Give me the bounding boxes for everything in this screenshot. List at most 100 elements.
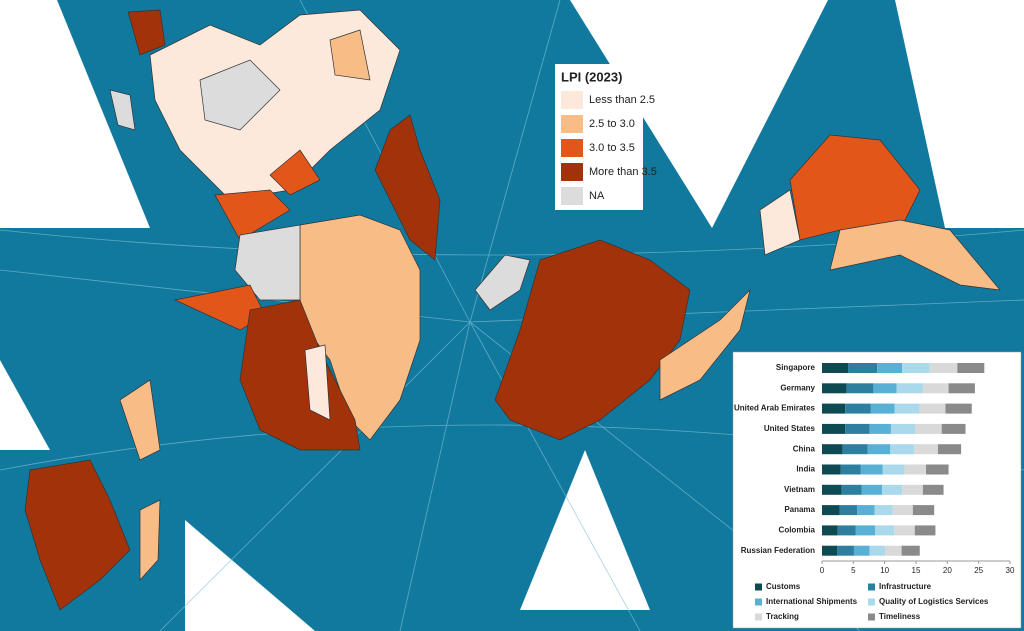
bar-segment xyxy=(877,363,903,373)
legend-box xyxy=(555,64,643,210)
bar-segment xyxy=(892,505,913,516)
legend-swatch xyxy=(755,613,762,621)
bar-segment xyxy=(837,525,856,536)
bar-segment xyxy=(822,484,842,495)
land xyxy=(24,9,1001,611)
bar-segment xyxy=(894,525,915,536)
legend-label: 2.5 to 3.0 xyxy=(589,118,635,130)
legend-swatch xyxy=(561,115,583,133)
region xyxy=(269,149,321,196)
y-tick-label: Vietnam xyxy=(784,485,815,494)
legend-title: LPI (2023) xyxy=(561,69,622,84)
x-tick-label: 10 xyxy=(880,566,889,575)
legend-label: Infrastructure xyxy=(879,582,932,591)
bar-segment xyxy=(869,545,886,556)
legend-label: Less than 2.5 xyxy=(589,94,655,106)
bar-segment xyxy=(869,423,891,434)
legend-label: Timeliness xyxy=(879,612,921,621)
region xyxy=(127,9,166,56)
legend-swatch xyxy=(561,187,583,205)
y-tick-label: India xyxy=(796,465,815,474)
bar-segment xyxy=(948,383,975,394)
legend-swatch xyxy=(868,583,875,591)
bar-segment xyxy=(848,363,878,373)
bar-segment xyxy=(870,403,895,414)
bar-segment xyxy=(842,444,868,455)
bar-segment xyxy=(837,545,854,556)
bar-segment xyxy=(926,464,949,475)
bar-segment xyxy=(861,484,883,495)
legend-label: More than 3.5 xyxy=(589,166,657,178)
y-tick-label: Russian Federation xyxy=(741,546,815,555)
legend-swatch xyxy=(868,598,875,606)
region xyxy=(494,239,691,441)
region xyxy=(214,189,291,241)
bar-segment xyxy=(904,464,927,475)
bar-segment xyxy=(822,545,838,556)
legend-label: Customs xyxy=(766,582,801,591)
x-tick-label: 30 xyxy=(1006,566,1015,575)
x-tick-label: 25 xyxy=(974,566,983,575)
legend-label: Quality of Logistics Services xyxy=(879,597,989,606)
bar-segment xyxy=(845,403,871,414)
bar-segment xyxy=(914,444,938,455)
bar-segment xyxy=(890,423,916,434)
y-tick-label: Panama xyxy=(784,505,815,514)
bar-segment xyxy=(945,403,972,414)
region xyxy=(329,29,371,81)
region xyxy=(759,189,801,256)
legend-label: 3.0 to 3.5 xyxy=(589,142,635,154)
legend-swatch xyxy=(561,139,583,157)
bar-segment xyxy=(922,484,944,495)
legend-label: Tracking xyxy=(766,612,799,621)
bar-segment xyxy=(867,444,891,455)
legend-swatch xyxy=(561,91,583,109)
legend-swatch xyxy=(561,163,583,181)
bar-segment xyxy=(846,383,874,394)
bar-segment xyxy=(894,403,920,414)
bar-segment xyxy=(822,464,841,475)
bar-segment xyxy=(822,403,846,414)
y-tick-label: Germany xyxy=(780,383,815,392)
legend-label: NA xyxy=(589,190,605,202)
bar-segment xyxy=(890,444,915,455)
bar-segment xyxy=(915,423,942,434)
legend: LPI (2023) Less than 2.5 2.5 to 3.0 3.0 to… xyxy=(555,64,657,210)
bar-segment xyxy=(874,505,893,516)
bar-segment xyxy=(857,505,875,516)
bar-segment xyxy=(912,505,935,516)
y-tick-label: China xyxy=(793,444,816,453)
bar-segment xyxy=(937,444,962,455)
region xyxy=(829,219,1001,291)
bar-segment xyxy=(841,484,862,495)
bar-segment xyxy=(840,464,861,475)
bar-segment xyxy=(957,363,985,373)
y-tick-label: Singapore xyxy=(776,363,816,372)
bar-segment xyxy=(941,423,966,434)
y-tick-label: United Arab Emirates xyxy=(734,404,816,413)
region xyxy=(474,254,531,311)
region xyxy=(239,299,361,451)
region xyxy=(109,89,136,131)
bar-segment xyxy=(822,505,840,516)
y-tick-label: Colombia xyxy=(779,526,816,535)
legend-swatch xyxy=(755,583,762,591)
bar-segment xyxy=(885,545,902,556)
bar-segment xyxy=(822,363,849,373)
bar-segment xyxy=(853,545,870,556)
bar-segment xyxy=(822,423,846,434)
bar-segment xyxy=(875,525,895,536)
x-tick-label: 0 xyxy=(820,566,825,575)
region xyxy=(119,379,161,461)
x-tick-label: 5 xyxy=(851,566,856,575)
region xyxy=(139,499,161,581)
legend-label: International Shipments xyxy=(766,597,858,606)
region xyxy=(659,288,751,401)
bar-segment xyxy=(882,484,903,495)
bar-segment xyxy=(860,464,883,475)
bar-segment xyxy=(873,383,897,394)
region xyxy=(374,114,441,261)
region xyxy=(24,459,131,611)
bar-segment xyxy=(882,464,905,475)
